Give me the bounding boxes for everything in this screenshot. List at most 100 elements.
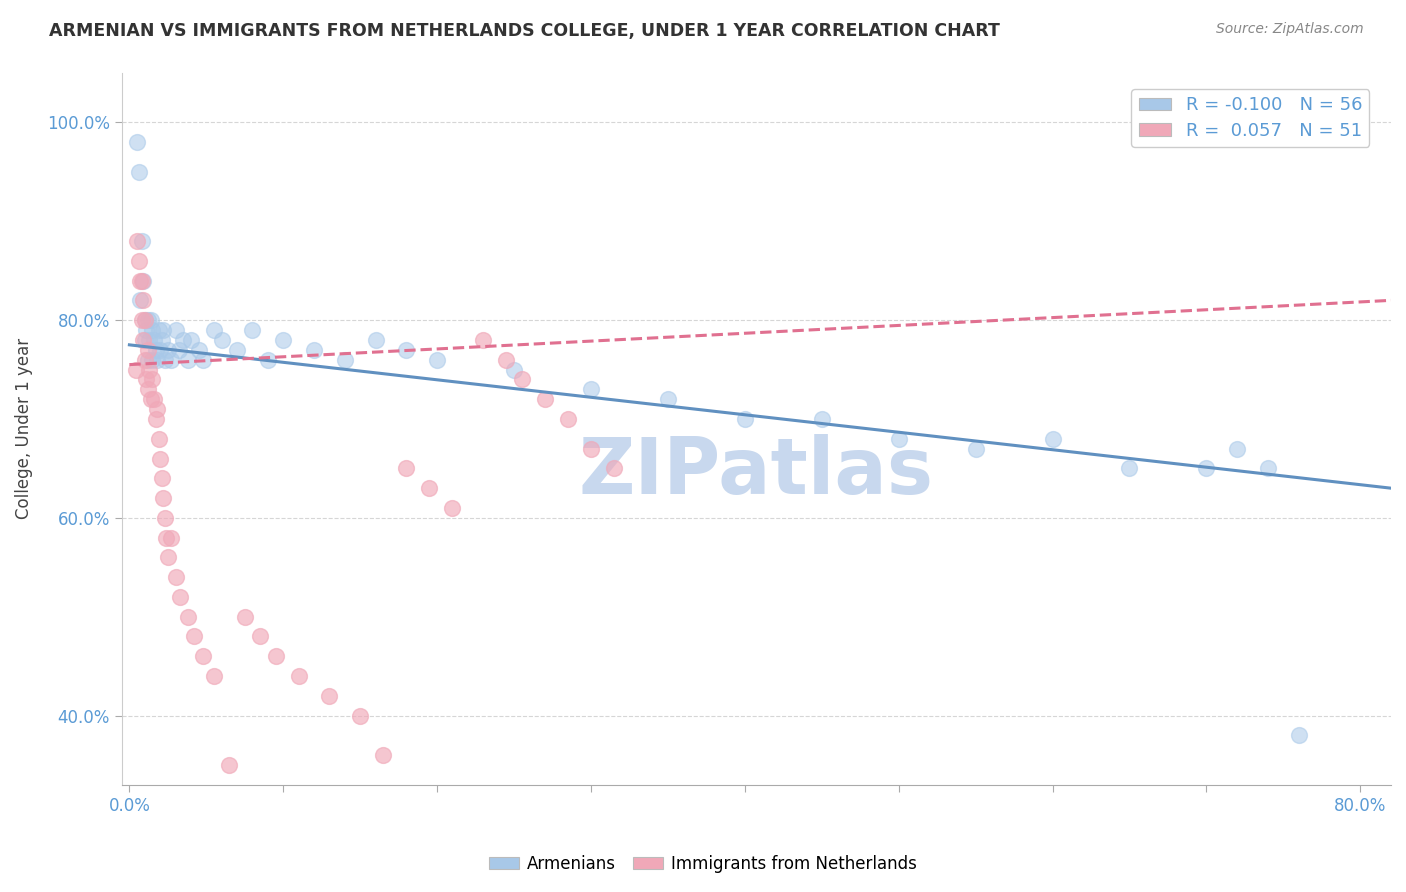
Point: [211, 333, 233, 347]
Point: [557, 412, 579, 426]
Point: [495, 352, 517, 367]
Point: [242, 323, 264, 337]
Point: [129, 274, 152, 288]
Point: [148, 432, 170, 446]
Point: [177, 609, 200, 624]
Point: [155, 531, 177, 545]
Point: [152, 323, 174, 337]
Point: [125, 234, 148, 248]
Point: [373, 748, 395, 763]
Point: [148, 323, 170, 337]
Point: [145, 412, 167, 426]
Point: [131, 234, 153, 248]
Point: [132, 274, 155, 288]
Point: [426, 352, 449, 367]
Legend: Armenians, Immigrants from Netherlands: Armenians, Immigrants from Netherlands: [482, 848, 924, 880]
Point: [510, 372, 533, 386]
Point: [153, 352, 176, 367]
Point: [135, 323, 157, 337]
Point: [579, 442, 602, 456]
Point: [441, 500, 464, 515]
Point: [143, 333, 166, 347]
Legend: R = -0.100   N = 56, R =  0.057   N = 51: R = -0.100 N = 56, R = 0.057 N = 51: [1132, 89, 1369, 147]
Point: [187, 343, 209, 357]
Point: [302, 343, 325, 357]
Point: [183, 630, 205, 644]
Point: [333, 352, 356, 367]
Point: [177, 352, 200, 367]
Point: [141, 323, 163, 337]
Point: [152, 491, 174, 505]
Point: [503, 362, 526, 376]
Point: [165, 570, 187, 584]
Point: [169, 590, 191, 604]
Point: [146, 352, 169, 367]
Point: [249, 630, 271, 644]
Point: [149, 451, 172, 466]
Point: [965, 442, 987, 456]
Point: [1226, 442, 1249, 456]
Point: [138, 362, 160, 376]
Point: [153, 511, 176, 525]
Point: [150, 471, 173, 485]
Point: [160, 531, 183, 545]
Point: [887, 432, 910, 446]
Point: [134, 333, 156, 347]
Point: [657, 392, 679, 407]
Point: [165, 323, 187, 337]
Point: [180, 333, 202, 347]
Point: [418, 481, 440, 495]
Point: [1257, 461, 1279, 475]
Point: [271, 333, 294, 347]
Point: [138, 333, 160, 347]
Point: [160, 352, 183, 367]
Point: [533, 392, 555, 407]
Point: [145, 343, 167, 357]
Point: [287, 669, 309, 683]
Point: [734, 412, 756, 426]
Text: ZIPatlas: ZIPatlas: [579, 434, 934, 509]
Point: [202, 669, 225, 683]
Point: [136, 352, 159, 367]
Point: [395, 343, 418, 357]
Point: [139, 313, 162, 327]
Point: [364, 333, 387, 347]
Point: [167, 343, 190, 357]
Point: [134, 313, 156, 327]
Point: [149, 343, 172, 357]
Point: [141, 352, 163, 367]
Point: [172, 333, 194, 347]
Point: [1195, 461, 1218, 475]
Point: [1042, 432, 1064, 446]
Point: [1288, 728, 1310, 742]
Point: [349, 708, 371, 723]
Point: [193, 649, 215, 664]
Point: [125, 135, 148, 149]
Point: [156, 343, 179, 357]
Point: [129, 293, 152, 308]
Point: [233, 609, 256, 624]
Point: [139, 392, 162, 407]
Point: [579, 382, 602, 396]
Point: [202, 323, 225, 337]
Point: [193, 352, 215, 367]
Text: Source: ZipAtlas.com: Source: ZipAtlas.com: [1216, 22, 1364, 37]
Point: [810, 412, 832, 426]
Point: [135, 372, 157, 386]
Text: ARMENIAN VS IMMIGRANTS FROM NETHERLANDS COLLEGE, UNDER 1 YEAR CORRELATION CHART: ARMENIAN VS IMMIGRANTS FROM NETHERLANDS …: [49, 22, 1000, 40]
Point: [131, 274, 153, 288]
Point: [132, 293, 155, 308]
Point: [131, 313, 153, 327]
Point: [226, 343, 249, 357]
Y-axis label: College, Under 1 year: College, Under 1 year: [15, 338, 32, 519]
Point: [150, 333, 173, 347]
Point: [143, 392, 166, 407]
Point: [136, 382, 159, 396]
Point: [128, 165, 150, 179]
Point: [128, 253, 150, 268]
Point: [395, 461, 418, 475]
Point: [146, 402, 169, 417]
Point: [134, 313, 156, 327]
Point: [136, 343, 159, 357]
Point: [124, 362, 146, 376]
